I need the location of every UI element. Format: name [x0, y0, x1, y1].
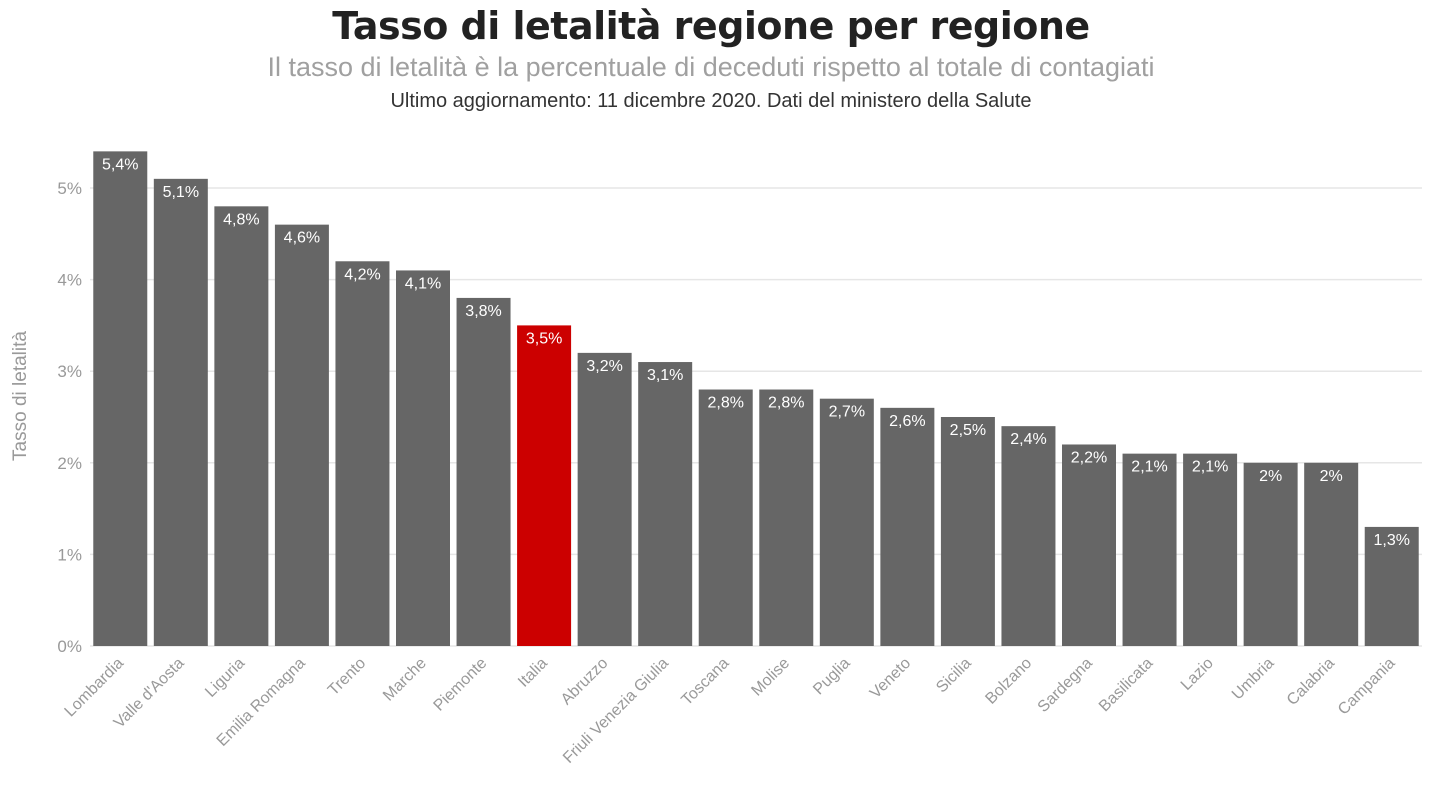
bar	[819, 398, 874, 646]
y-tick-label: 2%	[57, 454, 82, 473]
bars: 5,4% 5,1% 4,8% 4,6% 4,2% 4,1% 3,8% 3,5% 3,2% 3,1%…	[93, 151, 1419, 647]
bar-value-label: 2,6%	[889, 413, 925, 430]
x-tick-label: Marche	[380, 655, 430, 705]
bar-value-label: 2,4%	[1010, 431, 1046, 448]
bar	[153, 178, 208, 646]
bar	[214, 206, 269, 646]
bar-value-label: 4,8%	[223, 211, 259, 228]
bar	[1122, 453, 1177, 646]
bar	[940, 417, 995, 646]
bar-value-label: 2,1%	[1131, 459, 1167, 476]
bar-value-label: 2,2%	[1071, 449, 1107, 466]
bar	[456, 297, 511, 646]
x-tick-label: Calabria	[1284, 655, 1338, 709]
bar-value-label: 2,8%	[768, 395, 804, 412]
x-tick-label: Sardegna	[1035, 655, 1096, 716]
bar-value-label: 2,5%	[950, 422, 986, 439]
bar	[1062, 444, 1116, 646]
bar-value-label: 2,8%	[707, 395, 743, 412]
chart-title: Tasso di letalità regione per regione	[332, 4, 1090, 48]
bar-value-label: 4,6%	[284, 230, 320, 247]
bar	[1364, 526, 1419, 646]
y-tick-label: 3%	[57, 362, 82, 381]
bar-value-label: 3,1%	[647, 367, 683, 384]
x-tick-label: Campania	[1335, 655, 1399, 719]
update-note: Ultimo aggiornamento: 11 dicembre 2020. …	[390, 90, 1032, 112]
bar-value-label: 4,1%	[405, 275, 441, 292]
bar	[93, 151, 148, 647]
bar	[1001, 426, 1056, 646]
x-tick-label: Liguria	[202, 655, 248, 701]
x-tick-label: Lazio	[1178, 655, 1217, 694]
bar-value-label: 5,1%	[163, 184, 199, 201]
x-tick-label: Friuli Venezia Giulia	[560, 655, 672, 767]
chart-subtitle: Il tasso di letalità è la percentuale di…	[267, 52, 1155, 82]
x-tick-label: Molise	[748, 655, 793, 700]
bar	[698, 389, 753, 646]
bar	[638, 362, 693, 646]
x-tick-label: Umbria	[1229, 655, 1278, 704]
bar-value-label: 5,4%	[102, 156, 138, 173]
bar-value-label: 2%	[1259, 468, 1282, 485]
y-axis-label: Tasso di letalità	[10, 331, 31, 461]
y-tick-label: 0%	[57, 637, 82, 656]
bar-value-label: 2%	[1320, 468, 1343, 485]
bar-value-label: 2,7%	[829, 404, 865, 421]
x-tick-label: Trento	[325, 655, 369, 699]
x-tick-label: Basilicata	[1096, 655, 1157, 716]
bar	[335, 261, 390, 646]
bar	[1304, 462, 1359, 646]
x-tick-label: Bolzano	[982, 655, 1035, 708]
bar	[759, 389, 814, 646]
bar-value-label: 4,2%	[344, 266, 380, 283]
bar	[577, 352, 632, 646]
bar-value-label: 2,1%	[1192, 459, 1228, 476]
bar	[517, 325, 572, 646]
bar	[1183, 453, 1238, 646]
y-axis-ticks: 0% 1% 2% 3% 4% 5%	[57, 179, 82, 656]
x-tick-label: Abruzzo	[558, 655, 612, 709]
x-tick-label: Puglia	[810, 655, 854, 699]
x-tick-label: Lombardia	[62, 655, 128, 721]
bar	[880, 407, 935, 646]
bar-value-label: 3,5%	[526, 330, 562, 347]
y-tick-label: 1%	[57, 545, 82, 564]
bar-value-label: 3,2%	[586, 358, 622, 375]
x-tick-label: Piemonte	[431, 655, 491, 715]
x-tick-label: Toscana	[678, 655, 732, 709]
x-tick-label: Italia	[515, 655, 551, 691]
bar	[274, 224, 329, 646]
bar-value-label: 1,3%	[1373, 532, 1409, 549]
bar	[396, 270, 450, 646]
y-tick-label: 5%	[57, 179, 82, 198]
y-tick-label: 4%	[57, 271, 82, 290]
bar	[1243, 462, 1298, 646]
x-tick-label: Veneto	[867, 655, 914, 702]
x-tick-label: Sicilia	[933, 655, 975, 697]
bar-value-label: 3,8%	[465, 303, 501, 320]
